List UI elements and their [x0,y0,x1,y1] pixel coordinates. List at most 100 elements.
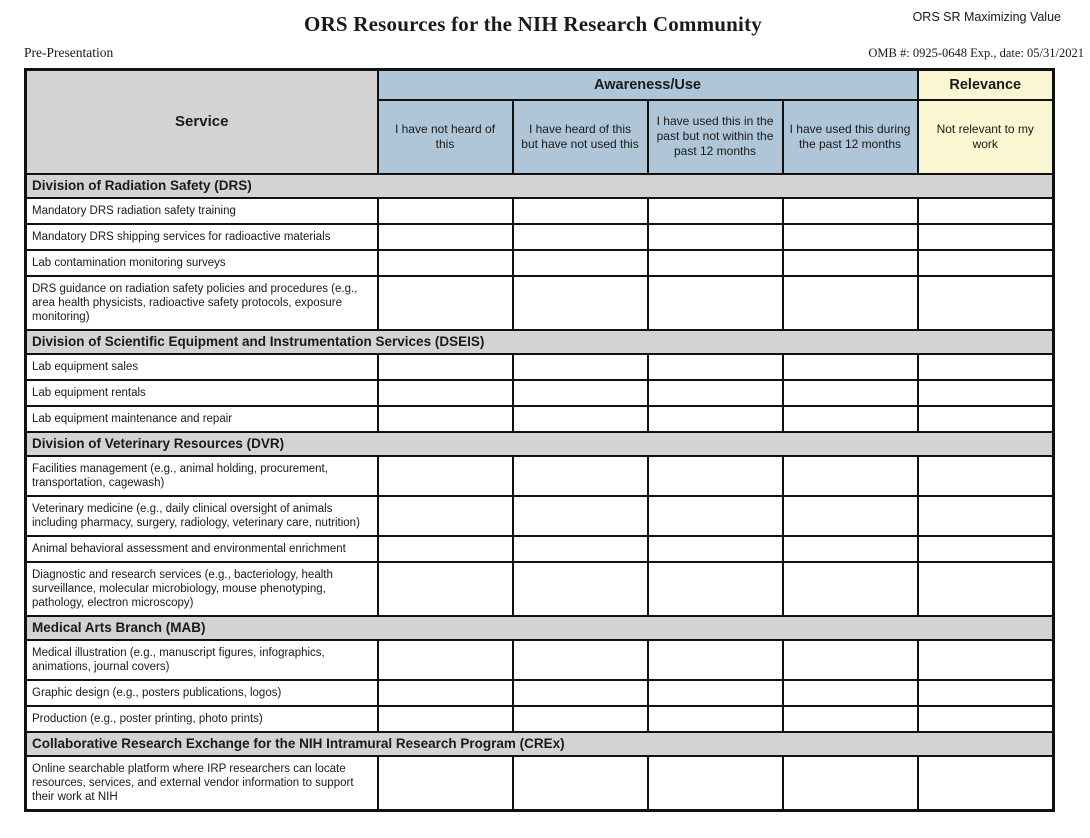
response-cell-col5[interactable] [916,352,1055,381]
response-cell-col3[interactable] [646,274,784,331]
response-cell-col1[interactable] [376,494,514,537]
response-cell-col4[interactable] [781,754,919,811]
column-header-3: I have used this in the past but not wit… [646,98,784,175]
response-cell-col2[interactable] [511,494,649,537]
response-cell-col1[interactable] [376,378,514,407]
section-header-row: Division of Scientific Equipment and Ins… [24,328,1055,355]
response-cell-col4[interactable] [781,638,919,681]
table-row: Diagnostic and research services (e.g., … [24,560,1055,617]
response-cell-col1[interactable] [376,274,514,331]
response-cell-col4[interactable] [781,454,919,497]
response-cell-col2[interactable] [511,248,649,277]
response-cell-col3[interactable] [646,638,784,681]
section-header-row: Medical Arts Branch (MAB) [24,614,1055,641]
table-row: Lab equipment maintenance and repair [24,404,1055,433]
response-cell-col5[interactable] [916,754,1055,811]
response-cell-col3[interactable] [646,196,784,225]
response-cell-col1[interactable] [376,404,514,433]
response-cell-col1[interactable] [376,704,514,733]
response-cell-col2[interactable] [511,678,649,707]
response-cell-col1[interactable] [376,222,514,251]
response-cell-col3[interactable] [646,754,784,811]
response-cell-col5[interactable] [916,704,1055,733]
response-cell-col1[interactable] [376,534,514,563]
response-cell-col2[interactable] [511,274,649,331]
response-cell-col5[interactable] [916,404,1055,433]
response-cell-col2[interactable] [511,378,649,407]
table-row: Lab equipment sales [24,352,1055,381]
response-cell-col5[interactable] [916,274,1055,331]
response-cell-col5[interactable] [916,248,1055,277]
response-cell-col4[interactable] [781,378,919,407]
service-label: Veterinary medicine (e.g., daily clinica… [24,494,379,537]
response-cell-col2[interactable] [511,454,649,497]
survey-table: Service Awareness/Use Relevance I have n… [24,68,1055,812]
response-cell-col3[interactable] [646,494,784,537]
response-cell-col3[interactable] [646,678,784,707]
response-cell-col4[interactable] [781,404,919,433]
response-cell-col3[interactable] [646,352,784,381]
response-cell-col2[interactable] [511,704,649,733]
response-cell-col5[interactable] [916,454,1055,497]
response-cell-col4[interactable] [781,534,919,563]
response-cell-col1[interactable] [376,352,514,381]
response-cell-col5[interactable] [916,638,1055,681]
response-cell-col4[interactable] [781,494,919,537]
response-cell-col3[interactable] [646,248,784,277]
response-cell-col1[interactable] [376,754,514,811]
response-cell-col5[interactable] [916,196,1055,225]
table-row: Medical illustration (e.g., manuscript f… [24,638,1055,681]
section-title: Division of Veterinary Resources (DVR) [24,430,1055,457]
response-cell-col4[interactable] [781,704,919,733]
response-cell-col4[interactable] [781,678,919,707]
meta-row: Pre-Presentation OMB #: 0925-0648 Exp., … [24,45,1084,61]
response-cell-col4[interactable] [781,274,919,331]
response-cell-col5[interactable] [916,494,1055,537]
response-cell-col1[interactable] [376,638,514,681]
response-cell-col3[interactable] [646,704,784,733]
response-cell-col5[interactable] [916,560,1055,617]
response-cell-col3[interactable] [646,222,784,251]
response-cell-col5[interactable] [916,534,1055,563]
response-cell-col4[interactable] [781,352,919,381]
table-row: Mandatory DRS radiation safety training [24,196,1055,225]
response-cell-col4[interactable] [781,560,919,617]
response-cell-col1[interactable] [376,560,514,617]
response-cell-col3[interactable] [646,560,784,617]
response-cell-col2[interactable] [511,222,649,251]
table-row: Production (e.g., poster printing, photo… [24,704,1055,733]
page-title: ORS Resources for the NIH Research Commu… [304,12,762,36]
response-cell-col5[interactable] [916,378,1055,407]
response-cell-col2[interactable] [511,754,649,811]
section-title: Medical Arts Branch (MAB) [24,614,1055,641]
response-cell-col3[interactable] [646,534,784,563]
table-row: Mandatory DRS shipping services for radi… [24,222,1055,251]
service-label: Facilities management (e.g., animal hold… [24,454,379,497]
response-cell-col4[interactable] [781,222,919,251]
response-cell-col1[interactable] [376,196,514,225]
response-cell-col5[interactable] [916,678,1055,707]
column-header-1: I have not heard of this [376,98,514,175]
response-cell-col2[interactable] [511,560,649,617]
service-label: Lab contamination monitoring surveys [24,248,379,277]
response-cell-col2[interactable] [511,638,649,681]
service-label: Animal behavioral assessment and environ… [24,534,379,563]
service-label: Mandatory DRS radiation safety training [24,196,379,225]
response-cell-col2[interactable] [511,404,649,433]
response-cell-col5[interactable] [916,222,1055,251]
response-cell-col3[interactable] [646,404,784,433]
response-cell-col2[interactable] [511,352,649,381]
response-cell-col4[interactable] [781,248,919,277]
response-cell-col4[interactable] [781,196,919,225]
response-cell-col2[interactable] [511,534,649,563]
column-header-5: Not relevant to my work [916,98,1055,175]
omb-expiration-note: OMB #: 0925-0648 Exp., date: 05/31/2021 [868,46,1084,60]
response-cell-col2[interactable] [511,196,649,225]
response-cell-col1[interactable] [376,248,514,277]
response-cell-col3[interactable] [646,378,784,407]
service-label: Diagnostic and research services (e.g., … [24,560,379,617]
column-header-row: I have not heard of this I have heard of … [26,98,1055,175]
response-cell-col1[interactable] [376,678,514,707]
response-cell-col3[interactable] [646,454,784,497]
response-cell-col1[interactable] [376,454,514,497]
